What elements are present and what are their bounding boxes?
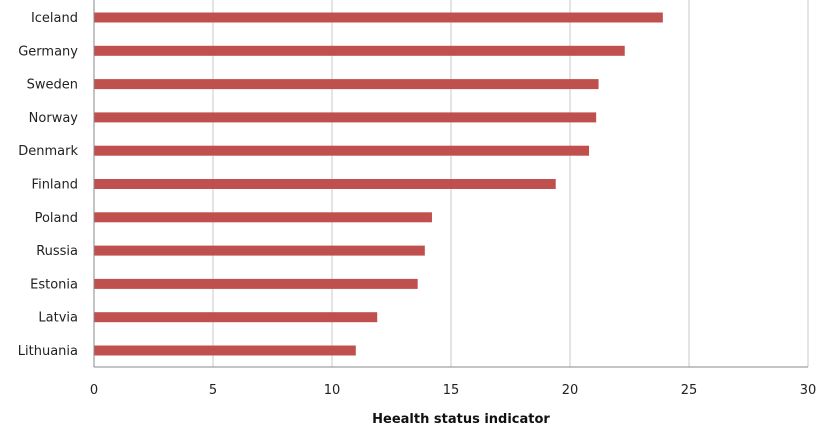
bar-finland xyxy=(94,179,556,189)
x-tick-label: 20 xyxy=(562,383,579,398)
x-tick-label: 30 xyxy=(800,383,817,398)
bar-russia xyxy=(94,246,425,256)
bar-sweden xyxy=(94,79,599,89)
category-label: Finland xyxy=(32,178,78,193)
bar-poland xyxy=(94,212,432,222)
x-tick-label: 15 xyxy=(443,383,460,398)
bar-latvia xyxy=(94,312,377,322)
category-labels: Iceland Germany Sweden Norway Denmark Finland… xyxy=(18,11,79,359)
bars xyxy=(94,13,663,356)
category-label: Poland xyxy=(35,211,78,226)
category-label: Latvia xyxy=(38,311,78,326)
x-tick-label: 10 xyxy=(324,383,341,398)
bar-iceland xyxy=(94,13,663,23)
x-tick-label: 0 xyxy=(90,383,98,398)
bar-estonia xyxy=(94,279,418,289)
bar-denmark xyxy=(94,146,589,156)
category-label: Iceland xyxy=(31,11,78,26)
bar-norway xyxy=(94,112,596,122)
x-tick-label: 25 xyxy=(681,383,698,398)
x-tick-label: 5 xyxy=(209,383,217,398)
category-label: Russia xyxy=(36,244,78,259)
category-label: Sweden xyxy=(27,78,78,93)
category-label: Norway xyxy=(29,111,79,126)
category-label: Lithuania xyxy=(18,344,78,359)
x-axis-label: Heealth status indicator xyxy=(372,412,550,427)
category-label: Estonia xyxy=(30,277,78,292)
category-label: Denmark xyxy=(18,144,78,159)
category-label: Germany xyxy=(18,44,78,59)
bar-lithuania xyxy=(94,346,356,356)
x-tick-labels: 0 5 10 15 20 25 30 xyxy=(90,383,816,398)
bar-germany xyxy=(94,46,625,56)
